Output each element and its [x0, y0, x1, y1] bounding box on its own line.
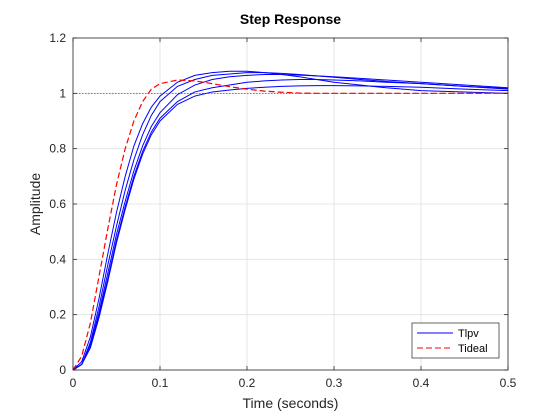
x-tick-label: 0.4: [413, 376, 430, 390]
legend-label-tlpv: Tlpv: [458, 328, 479, 340]
legend-label-tideal: Tideal: [458, 343, 488, 355]
series-line-tlpv-0: [72, 70, 509, 371]
legend-box: [411, 322, 500, 359]
series-line-tlpv-4: [72, 85, 509, 371]
y-tick-label: 1: [59, 86, 66, 100]
chart-title: Step Response: [240, 11, 341, 27]
y-axis-label: Amplitude: [27, 173, 43, 235]
ticks: [72, 37, 509, 371]
series-line-tideal-5: [72, 79, 508, 371]
y-tick-label: 1.2: [49, 31, 66, 45]
series-line-tlpv-3: [72, 79, 509, 371]
series-group: [72, 70, 509, 371]
series-line-tlpv-2: [72, 74, 509, 371]
y-tick-label: 0.2: [49, 308, 66, 322]
y-tick-label: 0: [59, 363, 66, 377]
x-tick-label: 0: [70, 376, 77, 390]
tick-labels: 0 0.1 0.2 0.3 0.4 0.5 0 0.2 0.4 0.6 0.8 1 1.2: [49, 31, 516, 390]
x-tick-label: 0.3: [326, 376, 343, 390]
legend: Tlpv Tideal: [411, 322, 500, 359]
x-tick-label: 0.1: [152, 376, 169, 390]
y-tick-label: 0.8: [49, 142, 66, 156]
series-line-tlpv-1: [72, 72, 509, 371]
y-tick-label: 0.4: [49, 252, 66, 266]
y-tick-label: 0.6: [49, 197, 66, 211]
x-axis-label: Time (seconds): [243, 395, 339, 411]
x-tick-label: 0.5: [500, 376, 517, 390]
x-tick-label: 0.2: [239, 376, 256, 390]
